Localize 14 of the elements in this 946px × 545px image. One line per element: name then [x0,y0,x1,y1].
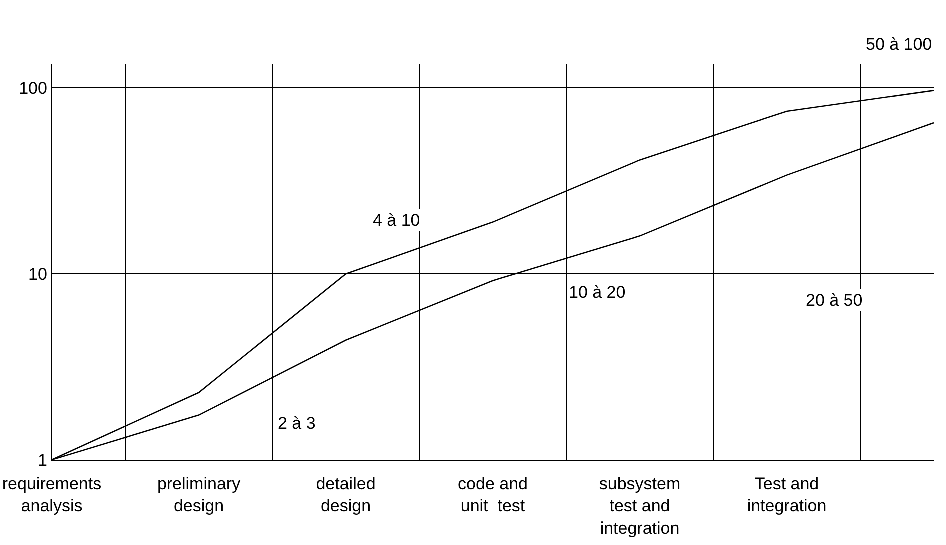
y-tick-label: 100 [19,79,48,98]
x-tick-label: detailed design [316,474,376,516]
annotation: 10 à 20 [569,283,626,302]
x-tick-label: Test and integration [747,474,827,516]
text: 50 à 100 [866,35,932,54]
x-tick-label: preliminary design [157,474,242,516]
annotation: 2 à 3 [278,414,316,433]
x-tick-label: subsystem test and integration [599,474,681,538]
x-tick-label: requirements analysis [2,474,102,516]
annotation: 4 à 10 [373,211,420,230]
y-tick-label: 10 [28,265,48,284]
y-tick-label: 1 [38,450,48,470]
annotation: 20 à 50 [806,291,863,310]
x-tick-label: code and unit test [458,474,528,516]
